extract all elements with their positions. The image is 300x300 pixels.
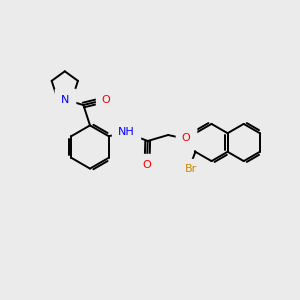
Text: NH: NH	[118, 127, 134, 137]
Text: O: O	[102, 95, 111, 105]
Text: O: O	[182, 133, 190, 143]
Text: N: N	[61, 94, 69, 105]
Text: N: N	[61, 94, 69, 105]
Text: O: O	[143, 160, 152, 170]
Text: Br: Br	[185, 164, 197, 174]
Text: O: O	[182, 133, 190, 143]
